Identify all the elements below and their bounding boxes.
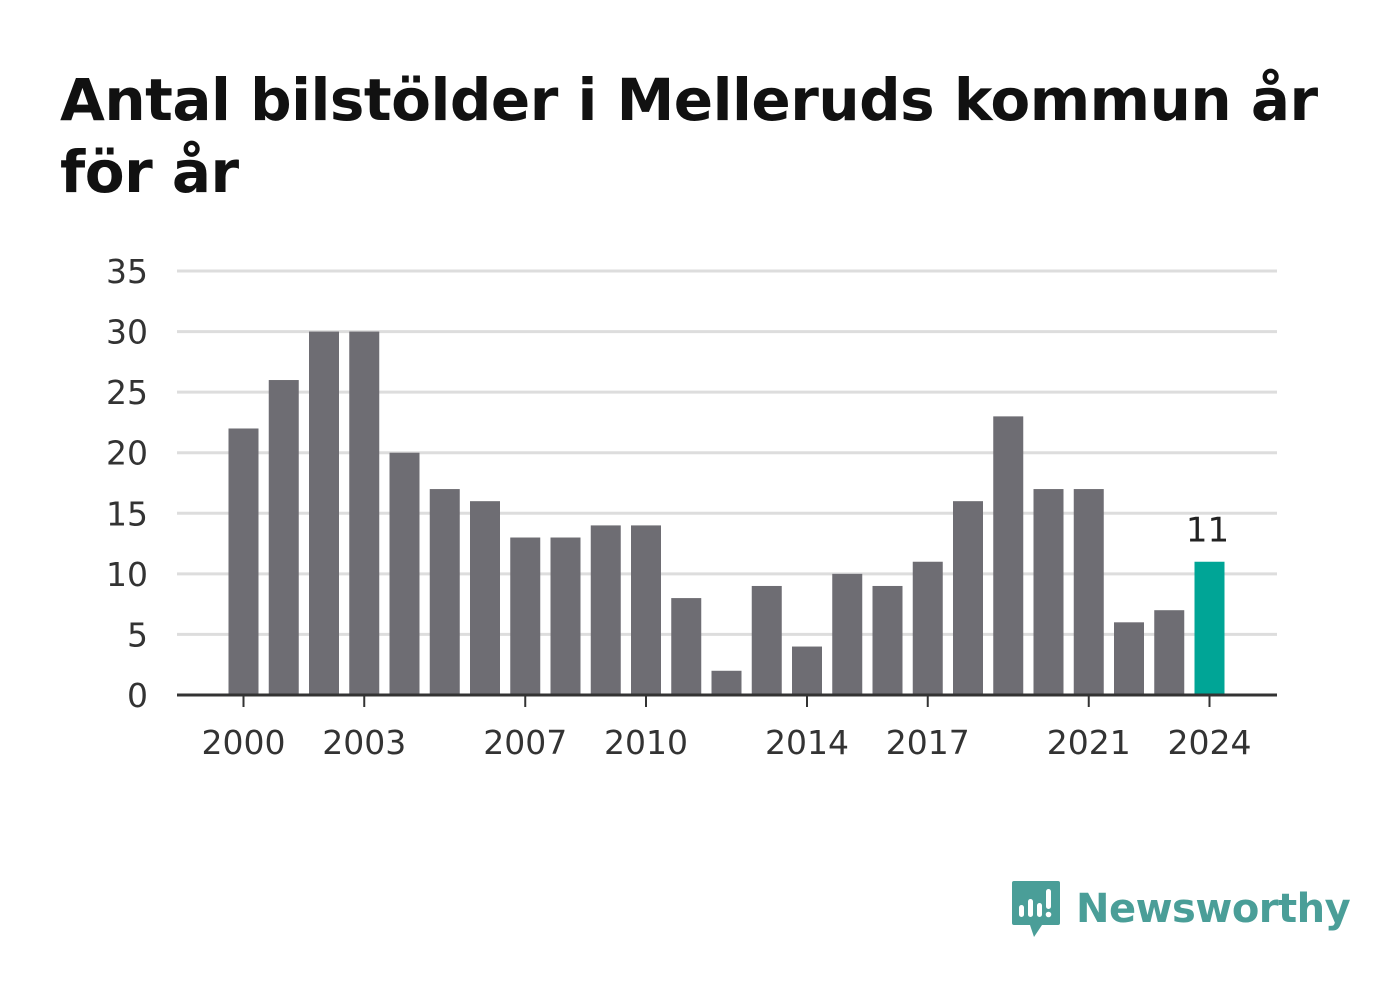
- bar-2019: [993, 416, 1024, 695]
- bar-2024: [1194, 561, 1225, 695]
- bar-2002: [309, 331, 339, 695]
- bar-2001: [268, 380, 299, 695]
- y-tick-label: 0: [127, 676, 148, 715]
- bar-2005: [429, 489, 460, 695]
- x-tick-label: 2007: [483, 723, 567, 762]
- x-tick-label: 2024: [1168, 723, 1252, 762]
- bar-2011: [671, 598, 702, 695]
- bar-2000: [228, 428, 259, 695]
- bar-2009: [590, 525, 621, 695]
- x-tick-label: 2000: [202, 723, 286, 762]
- bar-2010: [631, 525, 661, 695]
- y-tick-label: 5: [127, 615, 148, 654]
- bar-2021: [1073, 489, 1104, 695]
- y-axis-ticks: 0 5 10 15 20 25 30 35: [106, 252, 148, 715]
- bar-2003: [349, 331, 380, 695]
- gridlines: [177, 269, 1277, 636]
- bar-2013: [751, 585, 782, 695]
- bar-2020: [1033, 489, 1064, 695]
- x-tick-label: 2010: [604, 723, 688, 762]
- bar-2004: [389, 452, 420, 695]
- x-tick-label: 2017: [886, 723, 970, 762]
- x-tick-label: 2021: [1047, 723, 1131, 762]
- bar-2023: [1154, 610, 1185, 695]
- bar-chart-speech-bubble-icon: [1012, 881, 1060, 937]
- x-axis-ticks: 2000 2003 2007 2010 2014 2017 2021 2024: [202, 695, 1252, 762]
- y-tick-label: 30: [106, 313, 148, 352]
- bar-2016: [872, 585, 903, 695]
- y-tick-label: 20: [106, 434, 148, 473]
- data-labels: 11: [1186, 511, 1229, 551]
- y-tick-label: 10: [106, 555, 148, 594]
- y-tick-label: 15: [106, 494, 148, 533]
- data-label-2024: 11: [1186, 511, 1229, 551]
- bar-2007: [510, 537, 541, 695]
- bar-2014: [792, 646, 822, 695]
- newsworthy-logo: Newsworthy: [1010, 878, 1351, 940]
- chart-title: Antal bilstölder i Melleruds kommun år f…: [60, 66, 1318, 206]
- bar-2017: [912, 561, 943, 695]
- bar-2018: [953, 501, 983, 695]
- x-tick-label: 2003: [322, 723, 406, 762]
- brand-name: Newsworthy: [1076, 886, 1351, 932]
- bar-2012: [711, 670, 742, 695]
- y-tick-label: 35: [106, 252, 148, 291]
- x-tick-label: 2014: [765, 723, 849, 762]
- bar-2022: [1114, 622, 1144, 695]
- bar-2008: [550, 537, 581, 695]
- bars: [228, 331, 1225, 695]
- bar-2006: [470, 501, 500, 695]
- y-tick-label: 25: [106, 373, 148, 412]
- bar-2015: [832, 573, 863, 695]
